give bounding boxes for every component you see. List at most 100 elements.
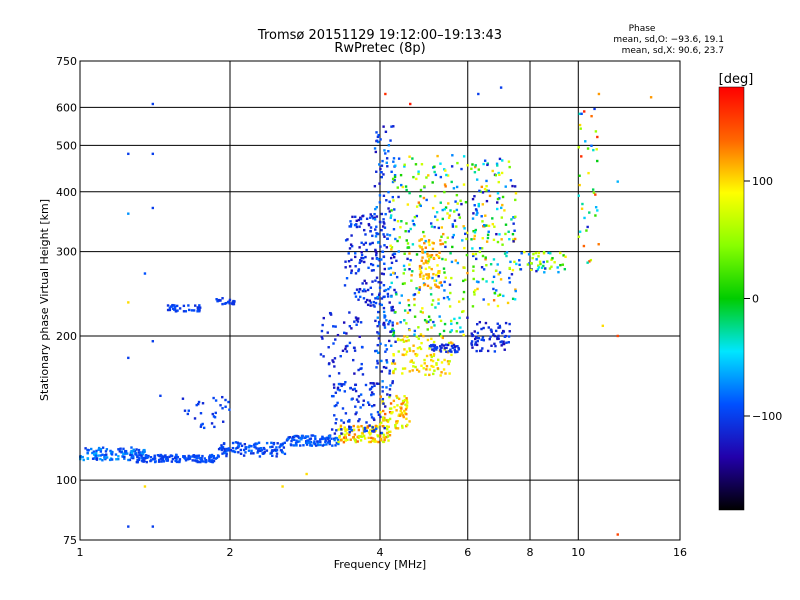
echo-point: [160, 460, 163, 463]
echo-point: [412, 361, 415, 364]
echo-point: [183, 457, 187, 460]
echo-point: [451, 346, 455, 350]
echo-point: [103, 453, 107, 457]
echo-point: [360, 345, 364, 349]
echo-point: [427, 258, 431, 261]
echo-point: [348, 265, 352, 268]
echo-point: [508, 281, 512, 284]
echo-point: [347, 260, 351, 263]
echo-point: [477, 280, 480, 284]
echo-point: [375, 205, 378, 209]
echo-point: [374, 228, 377, 231]
echo-point: [151, 457, 155, 461]
echo-point: [395, 421, 398, 425]
echo-point: [261, 452, 264, 455]
echo-point: [473, 231, 477, 234]
echo-point: [321, 323, 324, 327]
echo-point: [332, 386, 336, 389]
echo-point: [401, 367, 405, 370]
echo-point: [399, 321, 402, 324]
y-tick-label: 600: [56, 101, 77, 114]
echo-point: [427, 273, 431, 276]
echo-point: [433, 170, 436, 174]
echo-point: [385, 386, 388, 389]
echo-point: [400, 413, 403, 416]
echo-point: [473, 293, 476, 296]
echo-point: [501, 329, 505, 333]
echo-point: [435, 253, 438, 257]
echo-point: [378, 434, 382, 438]
echo-point: [343, 383, 346, 386]
echo-point: [278, 446, 281, 449]
echo-point: [401, 411, 404, 415]
echo-point: [306, 439, 309, 442]
echo-point: [391, 305, 394, 309]
echo-point: [427, 260, 430, 263]
echo-point: [368, 424, 371, 427]
echo-point: [513, 185, 517, 188]
echo-point: [455, 185, 459, 189]
echo-point: [329, 312, 332, 315]
echo-point: [381, 380, 384, 383]
echo-point: [537, 255, 540, 258]
echo-point: [130, 456, 133, 460]
echo-point: [91, 451, 94, 455]
echo-point: [343, 331, 346, 335]
echo-point: [511, 268, 515, 272]
echo-point: [360, 260, 363, 263]
echo-point: [512, 240, 515, 243]
echo-point: [492, 258, 496, 261]
echo-point: [232, 450, 236, 453]
echo-point: [128, 458, 132, 462]
echo-point: [126, 452, 129, 455]
echo-point: [547, 251, 550, 255]
echo-point: [362, 243, 366, 246]
echo-point: [304, 436, 307, 440]
echo-point: [456, 202, 459, 205]
echo-point: [473, 165, 477, 169]
echo-point: [357, 434, 361, 438]
echo-point: [339, 382, 342, 386]
echo-point: [418, 286, 422, 289]
echo-point: [352, 424, 355, 428]
echo-point: [553, 261, 556, 264]
echo-point: [587, 171, 590, 175]
echo-point: [168, 455, 171, 459]
echo-point: [508, 322, 511, 326]
echo-point: [202, 426, 206, 430]
echo-point: [354, 316, 358, 319]
echo-point: [387, 207, 390, 210]
echo-point: [344, 345, 348, 348]
echo-point: [592, 148, 595, 152]
echo-point: [408, 252, 411, 255]
echo-point: [439, 348, 442, 351]
echo-point: [430, 267, 433, 271]
echo-point: [440, 371, 443, 374]
echo-point: [212, 396, 215, 400]
echo-point: [210, 459, 214, 462]
echo-point: [540, 266, 544, 269]
echo-point: [86, 457, 89, 460]
echo-point: [476, 287, 479, 291]
echo-point: [365, 248, 368, 252]
echo-point: [337, 440, 340, 444]
echo-point: [420, 271, 423, 275]
echo-point: [437, 275, 440, 278]
echo-point: [441, 257, 444, 261]
echo-point: [500, 171, 504, 175]
echo-point: [357, 317, 360, 320]
echo-point: [451, 154, 454, 157]
echo-point: [156, 454, 160, 457]
echo-point: [248, 444, 251, 448]
echo-point: [465, 253, 469, 257]
echo-point: [257, 441, 261, 444]
echo-point: [383, 426, 386, 430]
echo-point: [221, 420, 225, 423]
echo-point: [453, 317, 456, 321]
echo-point: [457, 213, 461, 216]
echo-point: [378, 286, 382, 289]
echo-point: [389, 384, 392, 387]
echo-point: [210, 422, 214, 425]
echo-point: [452, 233, 455, 237]
echo-point: [417, 337, 420, 340]
